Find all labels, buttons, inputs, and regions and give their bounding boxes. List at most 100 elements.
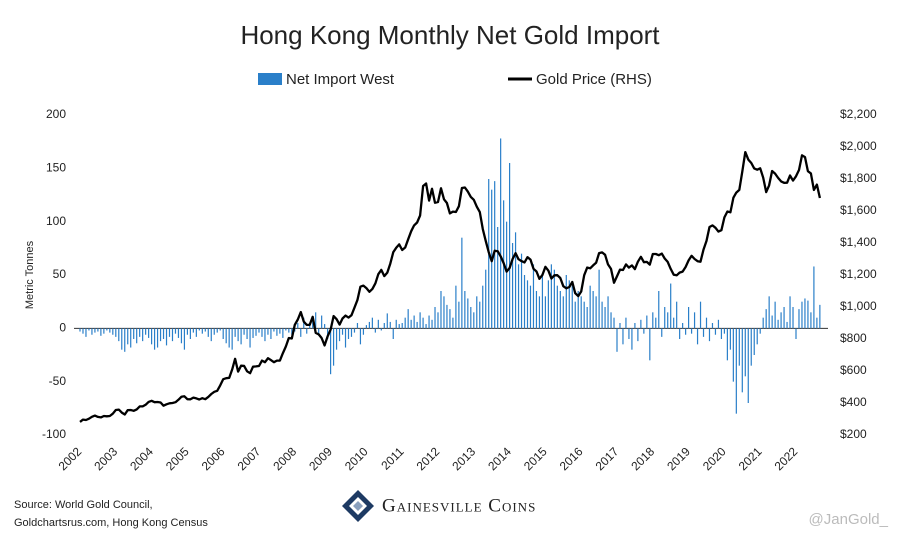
bar xyxy=(398,324,400,329)
y2-tick-label: $1,400 xyxy=(840,235,877,249)
bar xyxy=(121,328,123,350)
bar xyxy=(350,328,353,337)
bar xyxy=(440,291,442,329)
bar xyxy=(804,298,806,329)
bar xyxy=(380,328,382,331)
bar xyxy=(276,328,278,336)
bar xyxy=(189,328,191,339)
x-tick-label: 2019 xyxy=(664,444,693,473)
bar xyxy=(500,138,502,329)
legend-swatch xyxy=(258,73,282,85)
bar xyxy=(482,285,484,329)
bar xyxy=(616,328,618,352)
y2-tick-label: $200 xyxy=(840,427,867,441)
bar xyxy=(359,328,362,345)
bar xyxy=(741,328,743,393)
bar xyxy=(315,312,317,329)
bar xyxy=(291,328,293,335)
bar xyxy=(153,328,156,350)
bar xyxy=(514,232,517,329)
source: Source: World Gold Council, xyxy=(14,499,153,511)
bar xyxy=(446,304,448,329)
bar xyxy=(497,227,499,329)
bar xyxy=(717,319,720,329)
bar xyxy=(562,296,564,329)
bar xyxy=(574,301,576,329)
bar xyxy=(306,328,308,334)
x-tick-label: 2004 xyxy=(127,444,156,473)
y2-tick-label: $1,200 xyxy=(840,267,877,281)
bar xyxy=(273,328,275,332)
bar xyxy=(309,325,311,329)
bar xyxy=(643,328,645,334)
bar xyxy=(607,296,609,329)
x-tick-label: 2013 xyxy=(449,444,478,473)
bar xyxy=(765,309,767,329)
bar xyxy=(517,264,520,329)
bar xyxy=(201,328,203,334)
bar xyxy=(634,323,636,329)
bar xyxy=(231,328,233,350)
bar xyxy=(392,328,394,339)
bar xyxy=(192,328,194,333)
bar xyxy=(118,328,120,342)
bar xyxy=(613,317,615,329)
bar xyxy=(85,328,87,337)
bar xyxy=(258,328,260,333)
bar xyxy=(353,328,356,333)
bar xyxy=(744,328,746,377)
y-tick-label: -100 xyxy=(42,427,66,441)
y2-tick-label: $800 xyxy=(840,331,867,345)
bar xyxy=(553,269,555,329)
bar xyxy=(365,325,367,329)
bar xyxy=(389,321,391,329)
bar xyxy=(338,328,341,342)
bar xyxy=(565,275,567,329)
bar xyxy=(159,328,162,342)
bar xyxy=(523,275,526,329)
bar xyxy=(720,328,723,339)
bar xyxy=(461,237,463,329)
bar xyxy=(571,285,573,329)
bar xyxy=(91,328,93,335)
bar xyxy=(401,323,403,329)
bar xyxy=(124,328,126,352)
bar xyxy=(300,328,302,337)
bar xyxy=(640,319,642,329)
bar xyxy=(228,328,230,348)
bar xyxy=(377,319,379,329)
bar xyxy=(538,296,541,329)
bar xyxy=(556,285,558,329)
bar xyxy=(151,328,153,345)
bar xyxy=(225,328,227,344)
y-tick-label: 200 xyxy=(46,107,66,121)
bar xyxy=(198,328,200,331)
bar xyxy=(139,328,141,337)
bar xyxy=(356,323,359,329)
bar xyxy=(458,301,460,329)
bar xyxy=(249,328,251,348)
bar xyxy=(649,328,651,361)
bar xyxy=(509,163,511,329)
bar xyxy=(210,328,212,342)
bar xyxy=(685,328,687,335)
bar xyxy=(711,323,714,329)
bar xyxy=(819,304,821,329)
bar xyxy=(395,319,397,329)
x-tick-label: 2015 xyxy=(521,444,550,473)
x-tick-label: 2007 xyxy=(235,444,264,473)
legend-label: Gold Price (RHS) xyxy=(536,71,652,88)
bar xyxy=(332,328,335,366)
bar xyxy=(455,285,457,329)
bar xyxy=(690,328,693,334)
y-axis-label: Metric Tonnes xyxy=(24,240,36,309)
bar xyxy=(282,328,284,338)
bar xyxy=(702,328,705,337)
bar xyxy=(255,328,257,336)
bar xyxy=(115,328,117,337)
bar xyxy=(619,323,621,329)
price-line xyxy=(79,150,822,423)
bar xyxy=(386,313,388,329)
bar xyxy=(419,312,421,329)
bar xyxy=(604,307,606,329)
